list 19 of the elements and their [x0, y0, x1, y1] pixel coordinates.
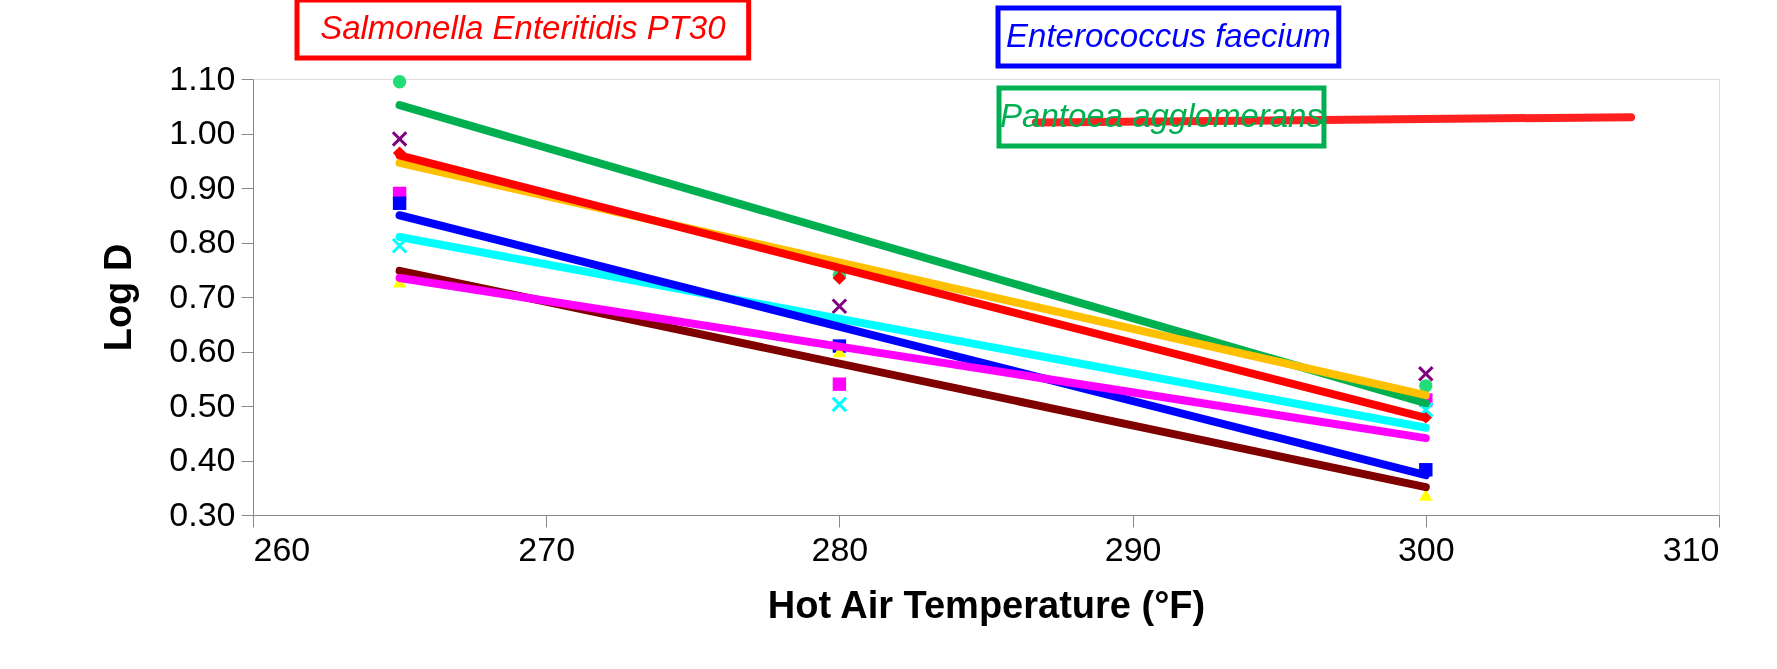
x-tick-label: 260 [253, 529, 311, 568]
y-tick-label: 0.90 [169, 167, 236, 206]
y-tick-label: 0.50 [169, 385, 236, 424]
x-axis-title: Hot Air Temperature (°F) [767, 583, 1206, 626]
x-tick-label: 310 [1662, 529, 1720, 568]
text: Enterococcus faecium [1006, 17, 1331, 54]
y-axis-title: Log D [97, 243, 140, 352]
y-tick-label: 1.10 [169, 58, 236, 97]
y-tick-label: 0.70 [169, 276, 236, 315]
y-tick-label: 1.00 [169, 113, 236, 151]
y-tick-label: 0.40 [169, 440, 236, 478]
y-tick-label: 0.80 [169, 222, 236, 260]
text: Salmonella Enteritidis PT30 [320, 9, 727, 46]
x-tick-label: 280 [811, 529, 869, 568]
x-tick-label: 300 [1397, 529, 1455, 568]
y-tick-label: 0.60 [169, 331, 236, 369]
y-tick-label: 0.30 [169, 494, 236, 533]
x-tick-label: 270 [518, 529, 576, 568]
x-tick-label: 290 [1104, 529, 1162, 568]
